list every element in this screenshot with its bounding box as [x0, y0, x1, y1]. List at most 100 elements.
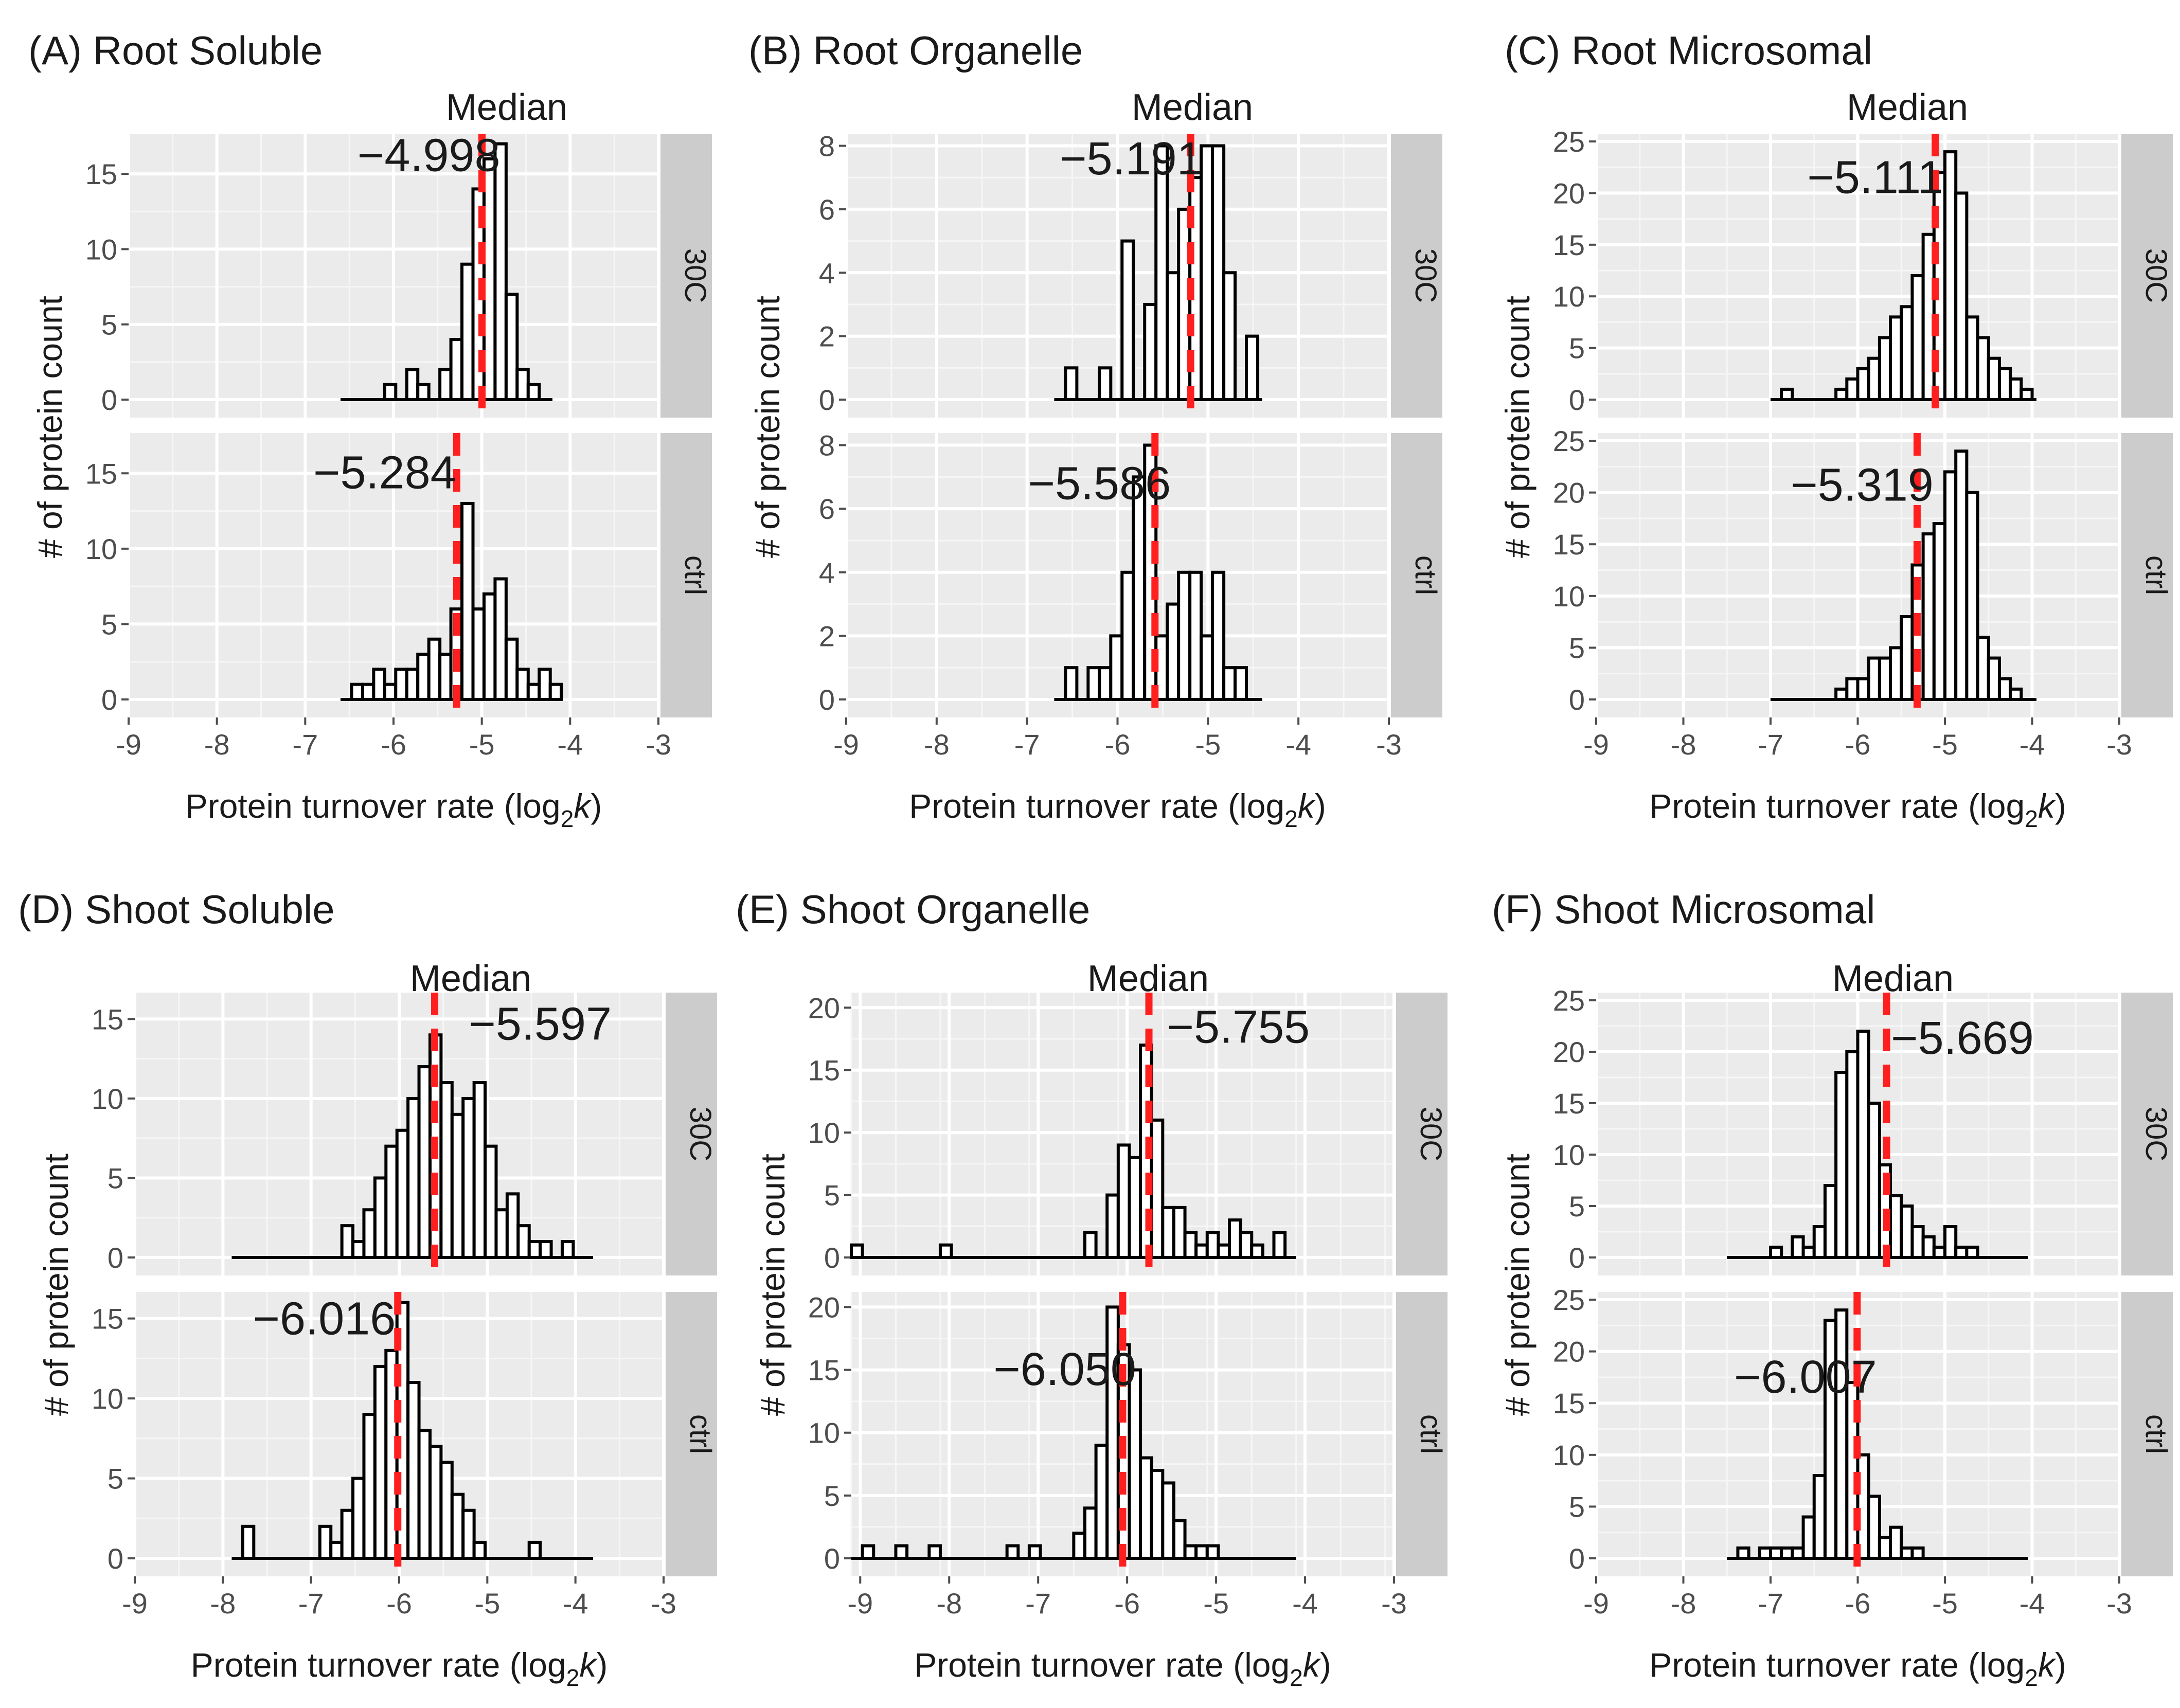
histogram-bar [1780, 1546, 1794, 1560]
histogram-bar [362, 1413, 377, 1560]
histogram-bar [1211, 570, 1226, 702]
histogram-bar [1272, 1231, 1287, 1259]
histogram-bar [329, 1540, 344, 1560]
histogram-bar [461, 1508, 476, 1560]
histogram-bar [1889, 315, 1903, 402]
x-tick-label: -8 [210, 1587, 236, 1620]
histogram-bar [1878, 1536, 1892, 1560]
histogram-bar [927, 1544, 942, 1560]
histogram-bar [1812, 1474, 1827, 1560]
histogram-bar [1943, 470, 1958, 701]
x-axis-title: Protein turnover rate (log2k) [909, 787, 1326, 832]
histogram-bar [449, 337, 464, 402]
y-tick-label: 4 [819, 257, 835, 289]
facet-title: Median [1832, 958, 1954, 999]
y-tick-label: 5 [1569, 1490, 1585, 1523]
facet-strip-label: ctrl [2139, 1414, 2173, 1454]
x-tick-label: -3 [1376, 728, 1402, 761]
x-axis-title-subscript: 2 [566, 1664, 580, 1691]
histogram-bar [1183, 1231, 1198, 1259]
x-tick-label: -7 [1025, 1587, 1051, 1620]
y-tick-label: 0 [101, 384, 117, 416]
x-axis-title: Protein turnover rate (log2k) [914, 1646, 1331, 1691]
y-tick-label: 5 [108, 1463, 123, 1495]
y-tick-label: 0 [824, 1542, 840, 1575]
histogram-bar [373, 1364, 388, 1560]
x-tick-label: -9 [833, 728, 859, 761]
median-label: −5.586 [1028, 458, 1171, 510]
histogram-bar [1120, 570, 1135, 702]
x-axis-title-main: Protein turnover rate (log [1649, 787, 2025, 825]
median-label: −4.998 [358, 130, 501, 181]
x-axis-title-subscript: 2 [1284, 805, 1298, 832]
histogram-bar [1943, 1225, 1958, 1259]
histogram-bar [1200, 634, 1214, 701]
y-tick-label: 25 [1553, 984, 1585, 1017]
histogram-bar [527, 1240, 542, 1259]
x-tick-label: -9 [116, 728, 141, 761]
histogram-bar [350, 682, 364, 701]
y-tick-label: 10 [92, 1083, 123, 1115]
x-axis-title-close: ) [591, 787, 602, 825]
x-tick-label: -5 [1203, 1587, 1229, 1620]
y-tick-label: 10 [808, 1417, 840, 1449]
histogram-bar [1132, 475, 1147, 702]
y-tick-label: 4 [819, 556, 835, 589]
histogram-bar [1965, 491, 1979, 701]
x-tick-label: -3 [1381, 1587, 1407, 1620]
histogram-bar [1987, 656, 2001, 702]
histogram-bar [1139, 1456, 1153, 1560]
histogram-bar [383, 682, 398, 701]
facet-strip-label: 30C [2139, 248, 2173, 303]
x-tick-label: -9 [1583, 1587, 1609, 1620]
histogram-bar [405, 668, 420, 702]
panel-label: (E) Shoot Organelle [736, 887, 1090, 932]
histogram-bar [450, 1493, 465, 1560]
x-tick-label: -4 [1292, 1587, 1318, 1620]
histogram-bar [493, 142, 508, 401]
histogram-bar [472, 1540, 487, 1560]
y-tick-label: 20 [1553, 1336, 1585, 1368]
histogram-bar [472, 1081, 487, 1259]
facet-strip-label: 30C [678, 248, 712, 303]
histogram-bar [461, 1096, 476, 1260]
facet-strip [1396, 993, 1448, 1275]
median-label: −5.669 [1891, 1013, 2034, 1064]
histogram-bar [1105, 1193, 1120, 1260]
facet-strip [666, 993, 717, 1275]
histogram-bar [850, 1243, 864, 1260]
histogram-bar [1856, 677, 1870, 701]
histogram-bar [1834, 1308, 1849, 1560]
chart-panel: (C) Root MicrosomalMedian0510152025−5.11… [1498, 28, 2173, 832]
y-tick-label: 15 [92, 1003, 123, 1035]
histogram-bar [1889, 1194, 1903, 1259]
y-tick-label: 10 [1553, 1439, 1585, 1471]
histogram-bar [439, 1081, 454, 1259]
histogram-bar [1245, 334, 1260, 402]
histogram-bar [2009, 687, 2023, 701]
histogram-bar [1194, 1544, 1209, 1560]
x-tick-label: -7 [1014, 728, 1040, 761]
median-label: −5.111 [1807, 152, 1943, 203]
x-axis-title: Protein turnover rate (log2k) [1649, 787, 2066, 832]
x-axis-title-close: ) [596, 1646, 607, 1684]
histogram-bar [1910, 1225, 1925, 1259]
y-tick-label: 0 [1569, 1242, 1585, 1274]
histogram-bar [482, 592, 497, 702]
histogram-bar [894, 1544, 909, 1560]
histogram-bar [1900, 305, 1914, 402]
y-tick-label: 15 [85, 457, 117, 490]
histogram-bar [1166, 271, 1181, 401]
histogram-bar [1143, 302, 1158, 401]
histogram-bar [416, 383, 431, 402]
histogram-bar [1834, 1071, 1849, 1259]
y-tick-label: 5 [108, 1162, 123, 1194]
x-tick-label: -6 [381, 728, 406, 761]
panel-label: (C) Root Microsomal [1505, 28, 1872, 73]
histogram-bar [351, 1240, 366, 1259]
x-tick-label: -5 [1195, 728, 1221, 761]
y-tick-label: 0 [101, 684, 117, 716]
y-tick-label: 5 [101, 608, 117, 640]
y-tick-label: 10 [92, 1382, 123, 1415]
histogram-bar [1791, 1546, 1805, 1560]
